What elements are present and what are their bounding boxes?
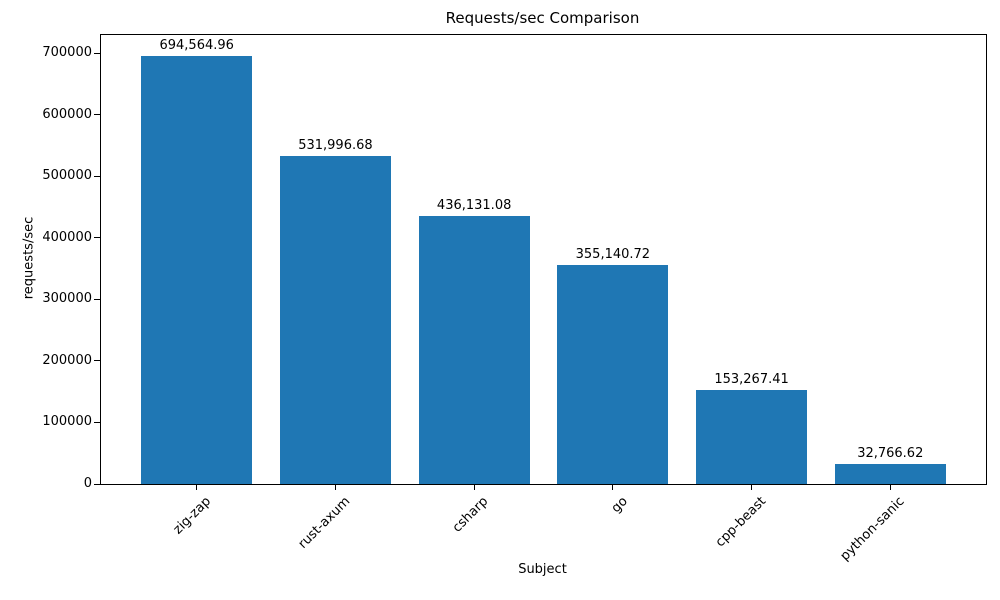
plot-area: 0 100000 200000 300000 400000 500000 600000 700…: [42, 34, 987, 564]
x-tick-label: zig-zap: [170, 494, 215, 538]
y-tick-label: 700000: [42, 45, 92, 61]
y-tick-mark: [94, 360, 100, 362]
bar-value-label: 436,131.08: [436, 197, 512, 213]
x-tick-mark: [334, 485, 336, 490]
x-tick-label: csharp: [450, 494, 492, 536]
bar-cpp-beast: [696, 389, 808, 484]
bar-value-label: 32,766.62: [857, 445, 924, 461]
bar-value-label: 531,996.68: [298, 138, 373, 154]
y-tick-mark: [94, 483, 100, 485]
bar-go: [557, 265, 669, 484]
y-tick-mark: [94, 421, 100, 423]
y-tick-label: 300000: [42, 291, 92, 307]
bar-value-label: 694,564.96: [159, 38, 234, 54]
chart-title: Requests/sec Comparison: [445, 9, 640, 27]
y-tick-label: 200000: [42, 352, 92, 368]
bar-csharp: [418, 215, 530, 484]
x-tick-mark: [196, 485, 198, 490]
y-tick-label: 400000: [42, 229, 92, 245]
x-tick-mark: [889, 485, 891, 490]
bar-zig-zap: [141, 56, 253, 484]
bar-value-label: 153,267.41: [714, 371, 789, 387]
y-tick-mark: [94, 114, 100, 116]
x-tick-mark: [751, 485, 753, 490]
y-tick-mark: [94, 298, 100, 300]
bar-value-label: 355,140.72: [575, 247, 651, 263]
bar-rust-axum: [279, 156, 391, 484]
x-tick-label: go: [608, 494, 631, 517]
x-axis-label: Subject: [518, 562, 567, 577]
y-tick-label: 500000: [42, 168, 92, 184]
y-tick-label: 600000: [42, 106, 92, 122]
y-tick-label: 100000: [42, 414, 92, 430]
x-tick-label: python-sanic: [837, 494, 908, 564]
x-tick-label: rust-axum: [295, 494, 354, 552]
y-tick-label: 0: [83, 476, 92, 491]
y-tick-mark: [94, 237, 100, 239]
x-tick-mark: [473, 485, 475, 490]
y-tick-mark: [94, 52, 100, 54]
y-tick-mark: [94, 175, 100, 177]
x-tick-label: cpp-beast: [712, 494, 770, 551]
x-tick-mark: [612, 485, 614, 490]
bar-python-sanic: [834, 463, 946, 484]
